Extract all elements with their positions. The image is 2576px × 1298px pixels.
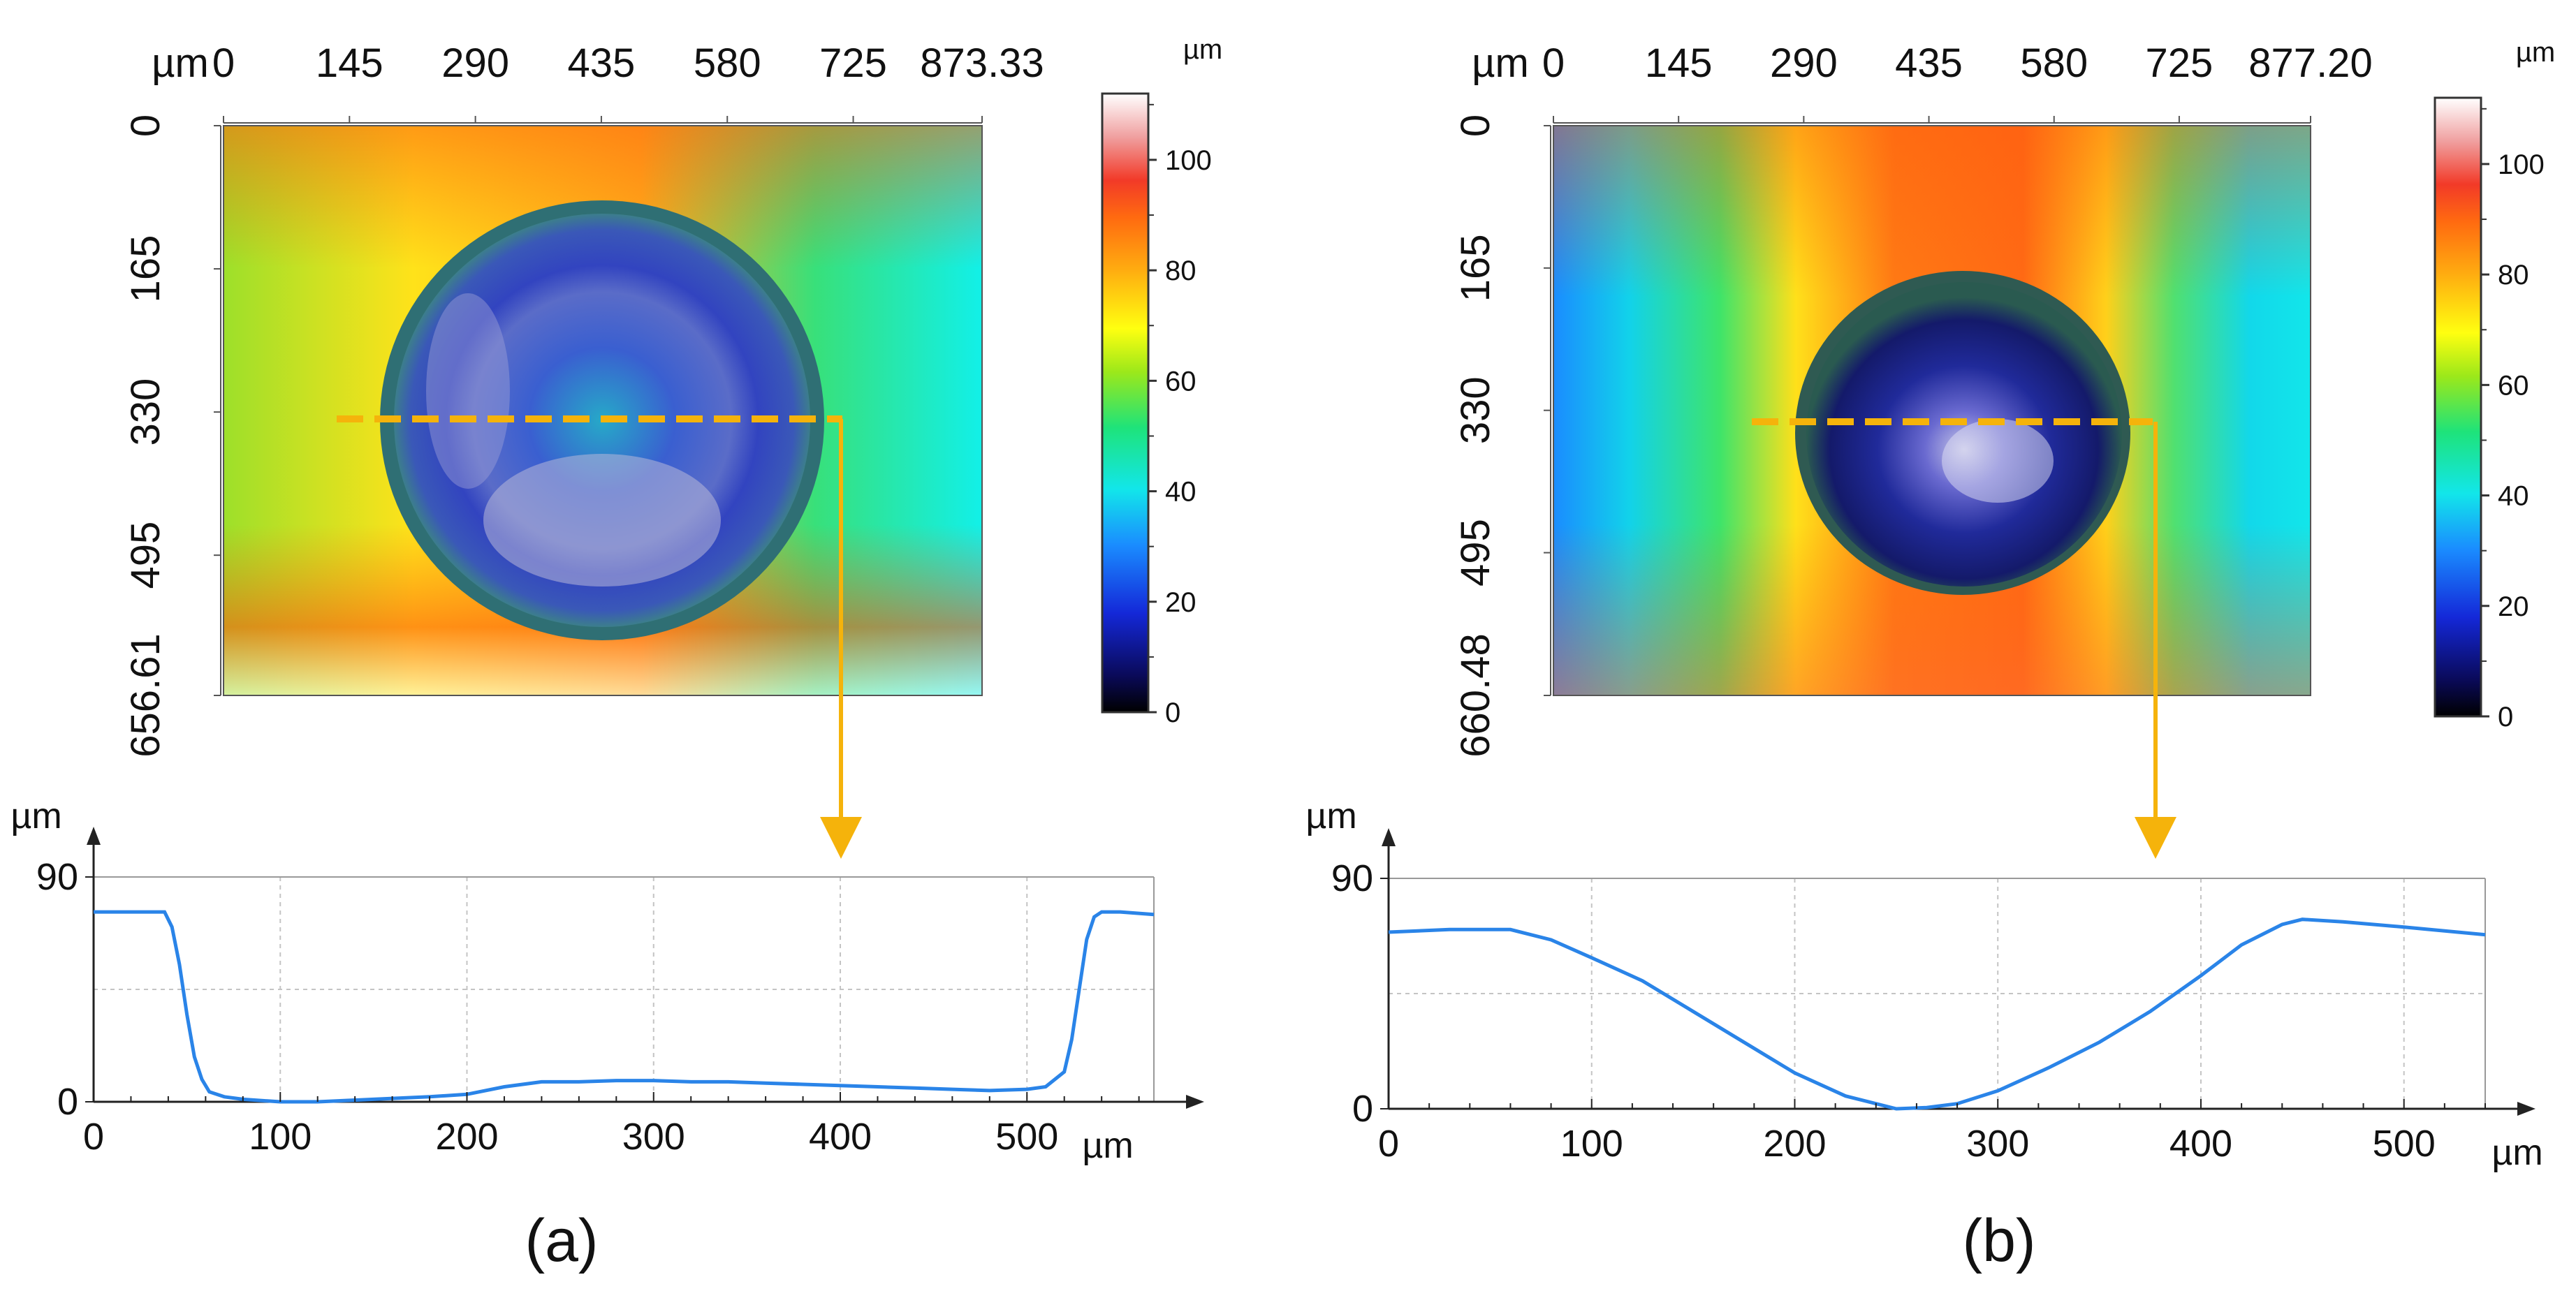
map-b-x-ticks: 0 145 290 435 580 725 877.20 [1542, 40, 2373, 123]
map-x-tick-label: 290 [441, 40, 509, 86]
map-a-y-ticks: 0 165 330 495 656.61 [123, 115, 221, 758]
x-tick-label: 100 [1560, 1123, 1623, 1165]
map-x-tick-label: 725 [819, 40, 887, 86]
map-y-tick-label: 0 [123, 115, 168, 137]
profile-b-ticks: 0 100 200 300 400 500 0 90 [1331, 857, 2486, 1165]
map-y-tick-label: 495 [123, 522, 168, 589]
profile-a-axes [87, 827, 1204, 1109]
x-tick-label: 100 [249, 1116, 312, 1158]
y-tick-label: 0 [57, 1081, 78, 1123]
profile-b-axes [1382, 828, 2535, 1116]
colorbar-tick-label: 80 [1165, 256, 1196, 286]
map-y-tick-label: 0 [1453, 115, 1498, 137]
map-x-tick-label: 873.33 [920, 40, 1044, 86]
profile-b-grid [1389, 878, 2486, 1109]
height-map-b [1553, 126, 2311, 695]
colorbar-tick-label: 20 [1165, 587, 1196, 618]
colorbar-a-unit: µm [1183, 34, 1222, 65]
colorbar-tick-label: 20 [2498, 591, 2529, 622]
x-tick-label: 0 [1378, 1123, 1399, 1165]
map-a-x-unit: µm [152, 40, 209, 86]
map-x-tick-label: 435 [1895, 40, 1963, 86]
y-tick-label: 90 [36, 856, 78, 898]
colorbar-tick-label: 60 [2498, 370, 2529, 401]
map-x-tick-label: 145 [1645, 40, 1713, 86]
map-x-tick-label: 580 [694, 40, 761, 86]
map-b-y-ticks: 0 165 330 495 660.48 [1453, 115, 1551, 758]
map-y-tick-label: 660.48 [1453, 633, 1498, 757]
x-tick-label: 300 [622, 1116, 685, 1158]
caption-a: (a) [525, 1207, 598, 1274]
map-b-x-unit: µm [1472, 40, 1529, 86]
colorbar-a: µm 0 20 40 60 80 100 [1101, 34, 1222, 728]
profile-a-ticks: 0 100 200 300 400 500 0 90 [36, 856, 1140, 1158]
profile-b-series-line [1388, 917, 2486, 1111]
map-y-tick-label: 656.61 [123, 633, 168, 757]
colorbar-tick-label: 60 [1165, 366, 1196, 397]
y-tick-label: 0 [1352, 1088, 1373, 1130]
map-y-tick-label: 495 [1453, 519, 1498, 587]
x-tick-label: 200 [435, 1116, 498, 1158]
colorbar-tick-label: 0 [2498, 702, 2513, 732]
x-tick-label: 0 [83, 1116, 104, 1158]
colorbar-tick-label: 0 [1165, 698, 1180, 728]
map-x-tick-label: 725 [2146, 40, 2213, 86]
map-x-tick-label: 435 [568, 40, 636, 86]
panel-b: µm 0 145 290 435 580 725 877.20 0 165 330 495 660.… [1305, 37, 2555, 1274]
map-a-x-ticks: 0 145 290 435 580 725 873.33 [212, 40, 1044, 123]
colorbar-tick-label: 100 [1165, 145, 1212, 176]
map-b-frame [1553, 125, 2311, 696]
profile-chart-a: 0 100 200 300 400 500 0 90 µm µm [10, 796, 1204, 1166]
profile-chart-b: 0 100 200 300 400 500 0 90 µm µm [1305, 796, 2542, 1173]
colorbar-b-unit: µm [2516, 37, 2555, 68]
profile-a-series-line [94, 910, 1155, 1104]
map-x-tick-label: 580 [2020, 40, 2088, 86]
profile-a-x-unit: µm [1082, 1126, 1133, 1166]
panel-a: µm 0 145 290 435 580 725 873.33 0 165 330 495 656.… [10, 34, 1222, 1274]
colorbar-b: µm 0 20 40 60 80 100 [2434, 37, 2555, 732]
colorbar-tick-label: 100 [2498, 149, 2545, 180]
map-x-tick-label: 290 [1770, 40, 1838, 86]
map-y-tick-label: 330 [1453, 376, 1498, 444]
x-tick-label: 400 [809, 1116, 872, 1158]
colorbar-tick-label: 40 [1165, 477, 1196, 508]
profile-b-x-unit: µm [2491, 1133, 2542, 1173]
map-y-tick-label: 330 [123, 378, 168, 446]
x-tick-label: 500 [2373, 1123, 2436, 1165]
map-x-tick-label: 145 [316, 40, 383, 86]
colorbar-a-ticks: 0 20 40 60 80 100 [1148, 103, 1212, 728]
profile-b-y-unit: µm [1305, 796, 1356, 836]
profile-a-y-unit: µm [10, 796, 61, 836]
map-y-tick-label: 165 [1453, 234, 1498, 302]
colorbar-tick-label: 40 [2498, 481, 2529, 512]
x-tick-label: 200 [1763, 1123, 1826, 1165]
x-axis-arrow-icon [1186, 1095, 1204, 1109]
x-tick-label: 400 [2169, 1123, 2232, 1165]
x-tick-label: 300 [1966, 1123, 2029, 1165]
map-x-tick-label: 0 [212, 40, 235, 86]
caption-b: (b) [1962, 1207, 2035, 1274]
height-map-a [224, 126, 982, 695]
x-axis-arrow-icon [2517, 1102, 2535, 1116]
y-axis-arrow-icon [87, 827, 101, 845]
map-y-tick-label: 165 [123, 235, 168, 303]
y-tick-label: 90 [1331, 857, 1373, 899]
map-a-frame [223, 125, 983, 696]
map-x-tick-label: 0 [1542, 40, 1565, 86]
profile-a-grid [94, 876, 1155, 1102]
colorbar-b-ticks: 0 20 40 60 80 100 [2481, 108, 2545, 732]
x-tick-label: 500 [995, 1116, 1058, 1158]
colorbar-tick-label: 80 [2498, 260, 2529, 290]
y-axis-arrow-icon [1382, 828, 1396, 846]
map-x-tick-label: 877.20 [2248, 40, 2372, 86]
